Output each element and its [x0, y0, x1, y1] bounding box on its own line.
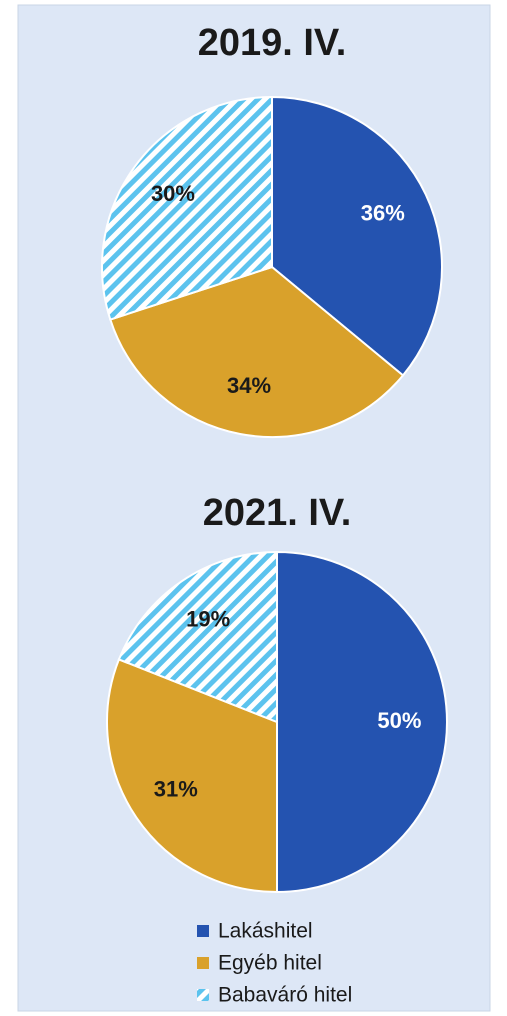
- legend-swatch: [197, 989, 209, 1001]
- data-label: 36%: [361, 201, 405, 226]
- data-label: 50%: [377, 708, 421, 733]
- pie-slice: [276, 550, 448, 894]
- pie-slice: [101, 95, 273, 321]
- chart-title: 2021. IV.: [203, 492, 352, 534]
- pie-slice: [271, 95, 443, 377]
- pie-slice: [109, 265, 405, 438]
- data-label: 19%: [186, 607, 230, 632]
- legend-label: Lakáshitel: [218, 920, 313, 943]
- legend-swatch: [197, 957, 209, 969]
- data-label: 30%: [151, 181, 195, 206]
- legend-label: Babaváró hitel: [218, 984, 352, 1007]
- legend-label: Egyéb hitel: [218, 952, 322, 975]
- data-label: 31%: [154, 777, 198, 802]
- legend-swatch: [197, 925, 209, 937]
- data-label: 34%: [227, 373, 271, 398]
- pie-slice: [106, 658, 278, 894]
- pie-slice: [117, 550, 278, 724]
- chart-title: 2019. IV.: [198, 22, 347, 64]
